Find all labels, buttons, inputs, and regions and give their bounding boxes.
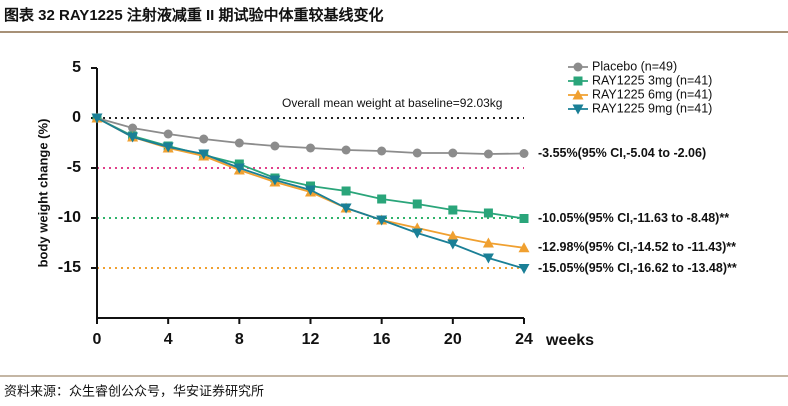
marker — [447, 239, 459, 250]
y-tick-label: -10 — [58, 209, 81, 226]
marker — [305, 185, 316, 196]
legend-label: RAY1225 9mg (n=41) — [592, 101, 712, 115]
marker — [412, 199, 422, 209]
marker — [306, 143, 315, 153]
marker — [376, 215, 388, 226]
marker — [572, 89, 584, 100]
y-tick-label: -15 — [58, 259, 81, 276]
y-tick-label: -5 — [67, 159, 81, 176]
end-label: -3.55%(95% CI,-5.04 to -2.06) — [538, 146, 706, 160]
marker — [412, 148, 422, 158]
marker — [447, 230, 459, 241]
y-tick-label: 0 — [72, 109, 81, 126]
marker — [377, 194, 387, 204]
source: 资料来源：众生睿创公众号，华安证券研究所 — [4, 383, 264, 398]
marker — [518, 264, 530, 274]
marker — [482, 253, 494, 264]
marker — [573, 76, 583, 86]
marker — [483, 149, 493, 159]
marker — [377, 146, 387, 156]
figure-title: 图表 32 RAY1225 注射液减重 II 期试验中体重较基线变化 — [4, 6, 384, 24]
marker — [163, 129, 173, 139]
legend-label: RAY1225 3mg (n=41) — [592, 73, 712, 87]
end-label: -15.05%(95% CI,-16.62 to -13.48)** — [538, 261, 737, 275]
marker — [341, 186, 351, 196]
x-tick-label: 24 — [515, 331, 533, 348]
x-tick-label: 8 — [235, 331, 244, 348]
marker — [483, 208, 493, 218]
marker — [340, 203, 352, 214]
x-tick-label: 20 — [444, 331, 462, 348]
x-tick-label: 16 — [373, 331, 391, 348]
y-axis-label: body weight change (%) — [35, 119, 50, 268]
marker — [519, 214, 529, 223]
end-label: -12.98%(95% CI,-14.52 to -11.43)** — [538, 240, 736, 254]
marker — [411, 228, 423, 239]
x-axis-label: weeks — [545, 332, 594, 349]
annotation: Overall mean weight at baseline=92.03kg — [282, 96, 502, 110]
x-tick-label: 12 — [302, 331, 320, 348]
marker — [91, 113, 103, 124]
marker — [199, 134, 209, 144]
marker — [198, 149, 210, 160]
marker — [270, 141, 280, 151]
marker — [573, 62, 583, 72]
marker — [448, 205, 458, 215]
end-label: -10.05%(95% CI,-11.63 to -8.48)** — [538, 211, 729, 225]
marker — [128, 123, 138, 133]
marker — [341, 145, 351, 155]
x-tick-label: 0 — [93, 331, 102, 348]
legend-label: Placebo (n=49) — [592, 59, 677, 73]
x-tick-label: 4 — [164, 331, 173, 348]
marker — [269, 175, 281, 186]
y-tick-label: 5 — [72, 59, 81, 76]
marker — [162, 142, 174, 153]
marker — [482, 237, 494, 248]
legend-label: RAY1225 6mg (n=41) — [592, 87, 712, 101]
marker — [234, 138, 244, 148]
marker — [519, 149, 529, 158]
marker — [127, 132, 139, 143]
marker — [448, 148, 458, 158]
marker — [233, 163, 245, 174]
marker — [572, 104, 584, 115]
marker — [518, 242, 530, 253]
